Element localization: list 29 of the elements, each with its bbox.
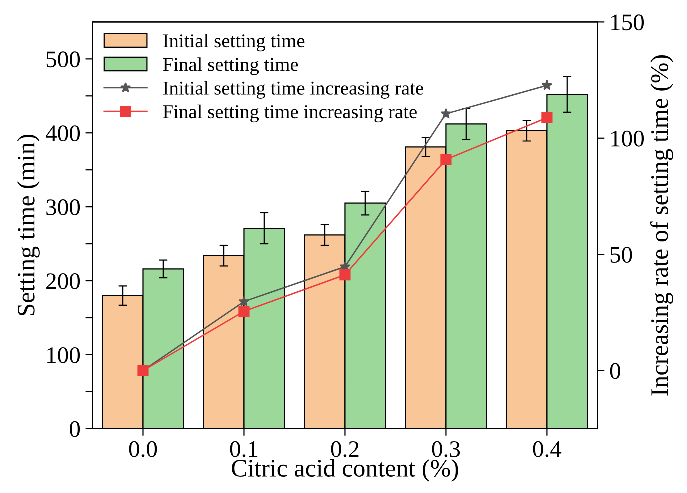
x-tick-label: 0.4: [533, 441, 562, 458]
legend-label: Final setting time increasing rate: [163, 104, 417, 123]
x-axis-title: Citric acid content (%): [232, 459, 458, 482]
x-tick-label: 0.1: [230, 441, 258, 458]
x-tick-label: 0.2: [331, 441, 359, 458]
y-axis-title: Setting time (min): [17, 134, 40, 316]
y-tick-label: 300: [46, 200, 80, 216]
y2-axis-title: Increasing rate of setting time (%): [650, 56, 674, 396]
legend-label: Final setting time: [163, 58, 298, 76]
point: [542, 80, 553, 90]
point: [238, 306, 250, 318]
x-tick-label: 0.0: [129, 441, 158, 458]
x-tick-label: 0.3: [432, 441, 460, 458]
y2-tick-label: 0: [610, 363, 620, 380]
y-tick-label: 200: [46, 274, 80, 290]
y2-tick-label: 150: [612, 14, 644, 31]
y2-tick-label: 100: [612, 130, 644, 147]
y-tick-label: 500: [46, 52, 80, 68]
y2-tick-label: 50: [610, 247, 632, 264]
point: [238, 296, 250, 306]
point: [440, 108, 452, 119]
y-tick-label: 0: [70, 421, 80, 438]
point: [340, 269, 351, 281]
point: [440, 154, 452, 166]
y-tick-label: 100: [48, 347, 80, 364]
y-tick-label: 400: [46, 126, 80, 142]
point: [542, 112, 553, 124]
legend-label: Initial setting time increasing rate: [163, 81, 424, 99]
legend-label: Initial setting time: [163, 34, 305, 52]
